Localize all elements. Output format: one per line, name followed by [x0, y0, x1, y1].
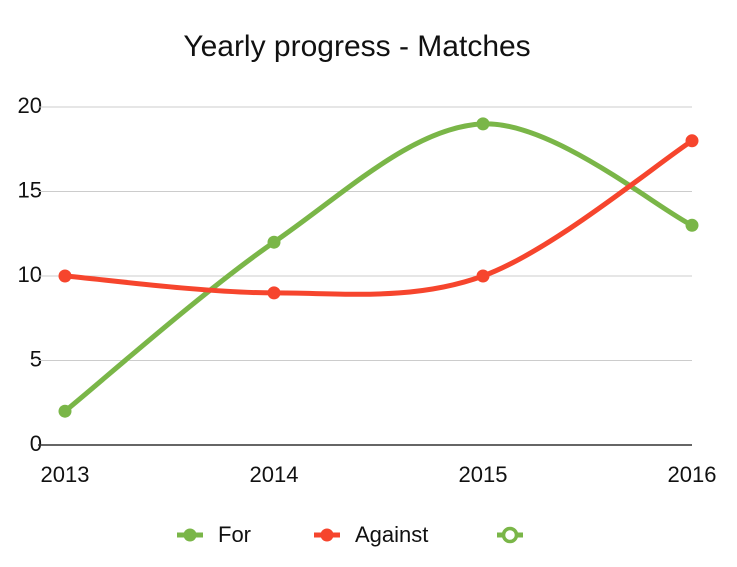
x-tick-label: 2016: [668, 462, 717, 487]
x-tick-label: 2013: [41, 462, 90, 487]
point: [685, 218, 699, 232]
point: [58, 269, 72, 283]
x-tick-label: 2015: [459, 462, 508, 487]
chart-title: Yearly progress - Matches: [183, 30, 530, 63]
y-tick-label: 5: [30, 346, 42, 371]
y-tick-label: 15: [18, 177, 42, 202]
y-tick-label: 10: [18, 262, 42, 287]
legend-label: For: [218, 522, 251, 547]
point: [476, 269, 490, 283]
legend-marker: [501, 526, 519, 544]
legend-label: Against: [355, 522, 428, 547]
point: [267, 286, 281, 300]
point: [267, 235, 281, 249]
series-line: [64, 138, 694, 297]
point: [685, 134, 699, 148]
legend-marker: [183, 528, 197, 542]
legend-marker: [320, 528, 334, 542]
x-tick-label: 2014: [250, 462, 299, 487]
point: [476, 117, 490, 131]
y-tick-label: 20: [18, 93, 42, 118]
series-line: [63, 121, 694, 414]
point: [58, 404, 72, 418]
y-tick-label: 0: [30, 431, 42, 456]
